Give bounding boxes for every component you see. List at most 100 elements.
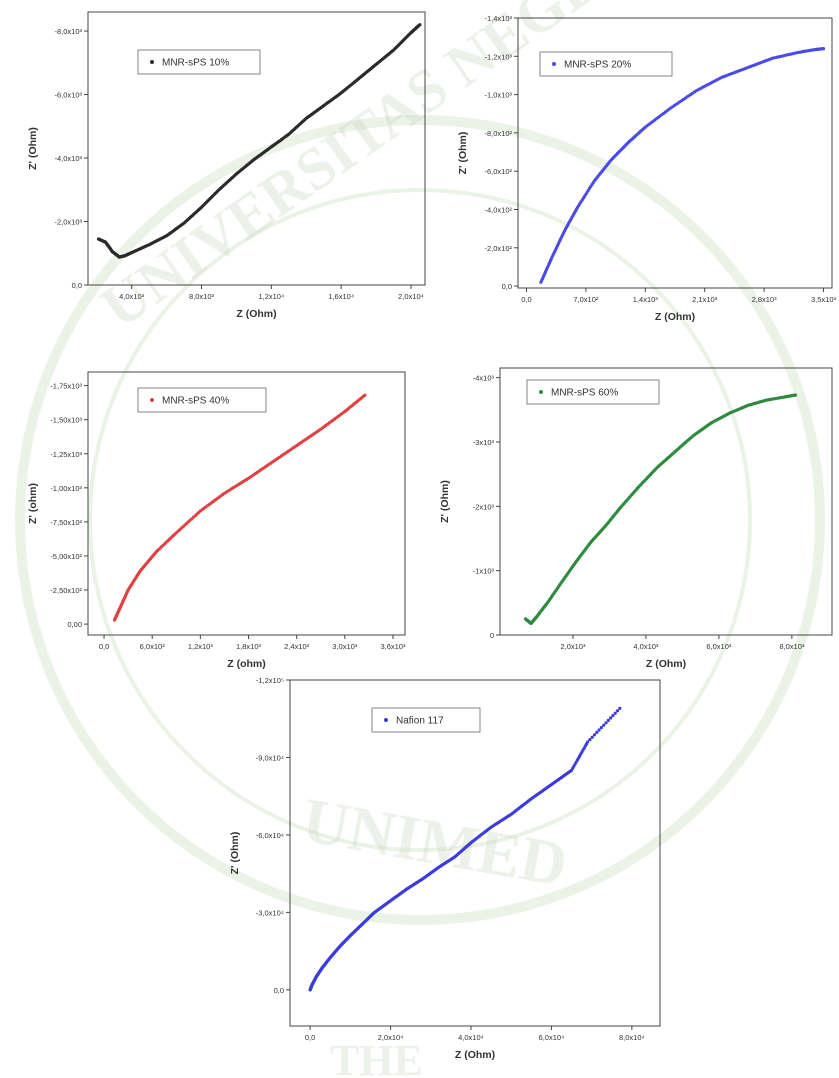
x-tick-label: 1,2x10³: [188, 642, 214, 651]
chart-nafion-117: 0,0 2,0x10⁴ 4,0x10⁴ 6,0x10⁴ 8,0x10⁴ 0,0 -3,0x1…: [229, 676, 661, 1061]
data-point: [606, 718, 610, 722]
data-point: [615, 709, 620, 713]
legend-marker: [384, 718, 388, 722]
y-tick-label: -6,0x10²: [484, 167, 512, 176]
y-axis-label: Z' (Ohm): [439, 480, 451, 523]
legend-label: MNR-sPS 60%: [551, 388, 618, 399]
chart-mnr-sps-60: 2,0x10³ 4,0x10³ 6,0x10³ 8,0x10³ 0 -1x10³ -2x10…: [439, 367, 833, 670]
legend-box: [526, 379, 660, 405]
plot-frame: [517, 17, 833, 289]
y-tick-label: 0,0: [72, 281, 82, 290]
x-tick-label: 4,0x10⁴: [458, 1033, 484, 1042]
legend-marker: [539, 390, 543, 394]
x-tick-label: 3,6x10³: [380, 642, 406, 651]
watermark-footer-text: THE: [330, 1036, 423, 1078]
data-point: [618, 706, 622, 710]
y-tick-label: -1,50x10³: [50, 416, 82, 425]
y-tick-label: -2,0x10³: [54, 218, 82, 227]
data-point: [604, 721, 608, 725]
data-point: [592, 733, 597, 737]
x-tick-label: 6,0x10³: [706, 642, 732, 651]
x-tick-label: 6,0x10⁴: [539, 1033, 565, 1042]
x-tick-label: 2,0x10⁴: [398, 292, 424, 301]
y-tick-label: -6,0x10³: [54, 91, 82, 100]
x-axis-label: Z (Ohm): [655, 311, 695, 323]
data-point: [599, 726, 603, 730]
legend-label: MNR-sPS 20%: [564, 60, 631, 71]
data-point: [363, 393, 367, 397]
x-tick-label: 8,0x10³: [189, 292, 215, 301]
y-tick-label: -4x10³: [473, 374, 495, 383]
y-tick-label: -1,2x10³: [484, 52, 512, 61]
y-axis-label: Z' (ohm): [27, 483, 39, 524]
y-axis-label: Z' (Ohm): [457, 132, 469, 175]
legend-box: [137, 49, 261, 75]
y-tick-label: -4,0x10²: [484, 205, 512, 214]
legend-box: [137, 387, 267, 413]
y-tick-label: -1,2x10⁵: [256, 676, 284, 685]
y-tick-label: -1,0x10³: [484, 91, 512, 100]
data-point: [821, 47, 826, 51]
plot-frame: [87, 371, 406, 636]
x-tick-label: 8,0x10³: [779, 642, 805, 651]
x-tick-label: 1,4x10³: [633, 295, 659, 304]
y-axis-label: Z' (Ohm): [27, 127, 39, 170]
y-tick-label: 0,0: [274, 986, 284, 995]
y-tick-label: -3x10³: [473, 438, 495, 447]
data-point: [588, 738, 592, 742]
x-tick-label: 0,0: [99, 642, 109, 651]
legend-marker: [150, 60, 154, 64]
y-tick-label: -1,25x10³: [50, 450, 82, 459]
y-tick-label: 0,0: [502, 282, 512, 291]
chart-mnr-sps-10: 4,0x10³ 8,0x10³ 1,2x10⁴ 1,6x10⁴ 2,0x10⁴ 0,0 -2…: [27, 11, 426, 320]
y-tick-label: -9,0x10⁴: [256, 753, 284, 762]
legend-marker: [552, 62, 556, 66]
y-tick-label: -8,0x10²: [484, 129, 512, 138]
data-point: [613, 711, 617, 715]
chart-mnr-sps-40: 0,0 6,0x10² 1,2x10³ 1,8x10³ 2,4x10³ 3,0x10³ 3,…: [27, 371, 406, 670]
x-tick-label: 7,0x10²: [573, 295, 599, 304]
x-axis-label: Z (Ohm): [646, 658, 686, 670]
data-point: [597, 728, 601, 732]
legend-label: MNR-sPS 40%: [162, 396, 229, 407]
plot-frame: [87, 11, 426, 286]
y-tick-label: -1,4x10³: [484, 14, 512, 23]
data-point: [418, 23, 422, 27]
y-tick-label: -2x10³: [473, 502, 495, 511]
x-tick-label: 4,0x10³: [633, 642, 659, 651]
y-tick-label: -5,00x10²: [50, 552, 82, 561]
plot-frame: [499, 367, 833, 636]
data-point: [590, 735, 594, 739]
x-tick-label: 1,6x10⁴: [328, 292, 354, 301]
data-point: [586, 740, 590, 744]
x-tick-label: 3,0x10³: [332, 642, 358, 651]
y-tick-label: -3,0x10⁴: [256, 908, 284, 917]
legend-label: MNR-sPS 10%: [162, 58, 229, 69]
x-tick-label: 2,8x10³: [752, 295, 778, 304]
y-axis-label: Z' (Ohm): [229, 832, 241, 875]
y-tick-label: -2,50x10²: [50, 586, 82, 595]
x-tick-label: 3,5x10³: [811, 295, 837, 304]
plot-frame: [289, 679, 661, 1027]
data-point: [793, 393, 798, 397]
x-tick-label: 6,0x10²: [140, 642, 166, 651]
y-tick-label: 0: [490, 631, 494, 640]
y-tick-label: -4,0x10³: [54, 154, 82, 163]
legend-marker: [150, 398, 154, 402]
x-tick-label: 2,0x10³: [560, 642, 586, 651]
y-tick-label: -7,50x10²: [50, 518, 82, 527]
data-point: [611, 714, 615, 718]
y-tick-label: -2,0x10²: [484, 244, 512, 253]
x-tick-label: 2,4x10³: [284, 642, 310, 651]
legend-label: Nafion 117: [396, 716, 444, 727]
x-axis-label: Z (Ohm): [455, 1049, 495, 1061]
chart-mnr-sps-20: 0,0 7,0x10² 1,4x10³ 2,1x10³ 2,8x10³ 3,5x10³ 0,…: [457, 14, 837, 323]
x-tick-label: 8,0x10⁴: [619, 1033, 645, 1042]
y-tick-label: -1,75x10³: [50, 382, 82, 391]
data-point: [609, 716, 613, 720]
x-axis-label: Z (ohm): [227, 658, 266, 670]
x-tick-label: 4,0x10³: [119, 292, 145, 301]
x-tick-label: 2,1x10³: [692, 295, 718, 304]
data-point: [602, 723, 606, 727]
